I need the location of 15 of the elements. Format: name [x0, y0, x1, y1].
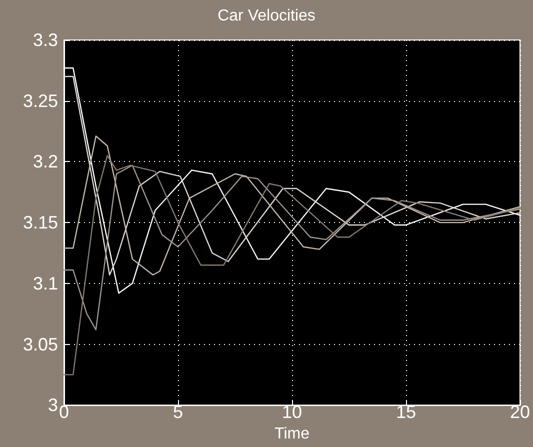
y-tick-label: 3	[48, 395, 58, 416]
chart-title: Car Velocities	[218, 8, 316, 24]
y-tick-label: 3.1	[32, 273, 58, 294]
x-axis-title: Time	[274, 426, 310, 442]
line-series	[63, 155, 521, 376]
x-tick-label: 0	[58, 402, 70, 422]
line-series	[63, 164, 521, 330]
y-tick-label: 3.2	[32, 152, 58, 172]
y-tick-label: 3.25	[22, 90, 58, 111]
x-tick-label: 20	[510, 402, 530, 422]
y-tick-label: 3.15	[22, 212, 58, 233]
x-tick-label: 10	[282, 402, 302, 422]
line-series	[63, 136, 521, 276]
y-tick-label: 3.05	[22, 334, 58, 354]
y-tick-label: 3.3	[32, 30, 58, 50]
